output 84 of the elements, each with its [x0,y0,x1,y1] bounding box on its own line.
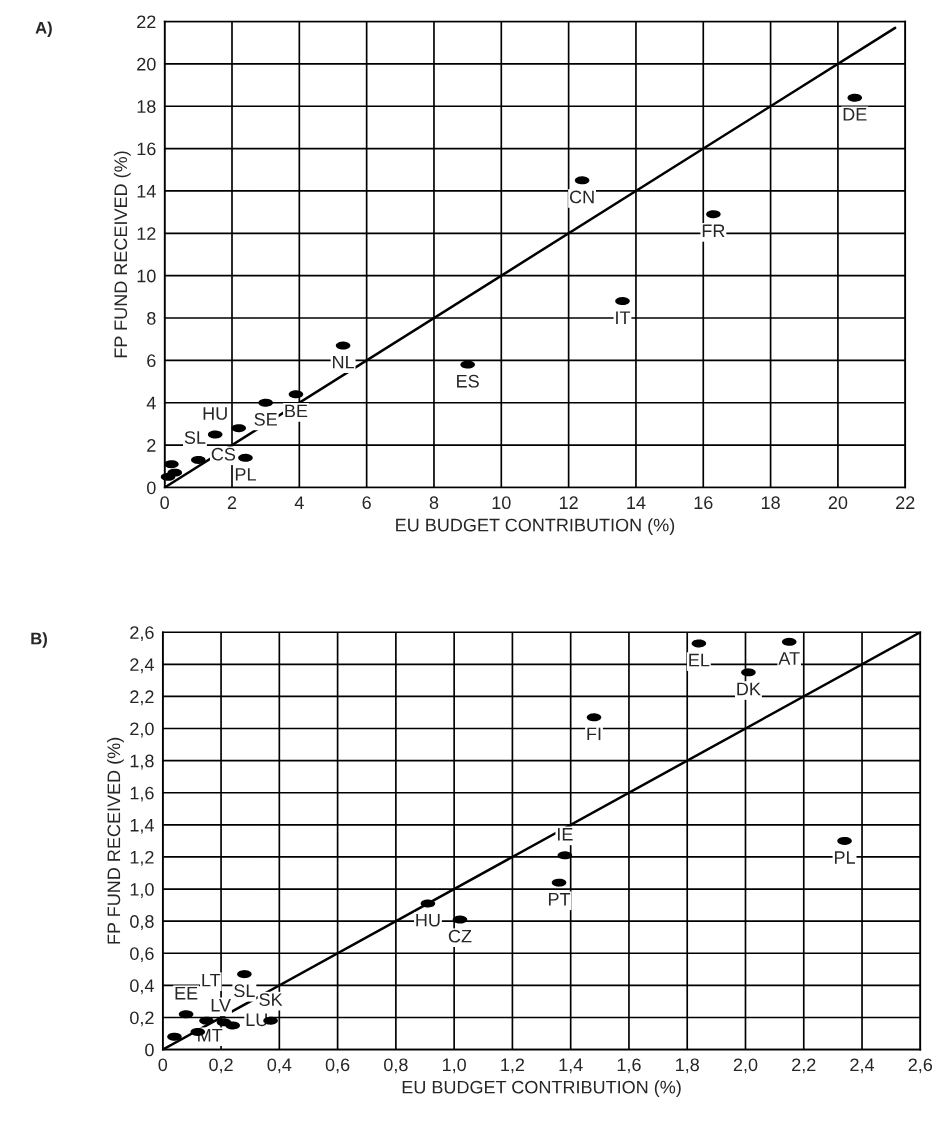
y-tick-label: 0,6 [130,947,154,963]
annotation: FR [702,224,725,238]
y-tick-label: 20 [137,57,156,71]
x-tick-label: 2,6 [908,1058,933,1074]
annotation: SK [259,993,283,1006]
x-tick-label: 2,2 [792,1058,816,1074]
x-tick-label: 4 [294,496,304,509]
annotation: SL [234,984,255,998]
y-tick-label: 0,2 [130,1011,154,1027]
x-tick-label: 0,8 [384,1058,408,1074]
x-tick-label: 1,4 [559,1058,583,1074]
annotation: LV [211,999,231,1012]
x-tick-label: 1,0 [442,1058,466,1074]
annotation: PT [548,893,571,906]
annotation: EE [175,986,198,1000]
y-tick-label: 22 [137,15,156,29]
annotation: EL [689,653,710,667]
y-tick-label: 0,8 [130,915,154,931]
y-tick-label: 6 [147,354,156,368]
y-tick-label: 18 [137,100,156,113]
annotation: IE [557,828,573,841]
annotation: DE [843,108,867,121]
x-tick-label: 14 [627,496,646,509]
annotation: PL [235,468,256,481]
annotation: BE [285,404,308,418]
annotation: CZ [448,929,472,943]
annotation: AT [778,652,800,665]
annotation: LT [202,973,221,987]
x-axis-title: EU BUDGET CONTRIBUTION (%) [402,1080,681,1098]
text: B) [31,632,47,648]
annotation: NL [333,355,355,369]
x-tick-label: 1,8 [676,1058,699,1074]
x-tick-label: 16 [694,496,713,510]
annotation: ES [457,374,479,388]
x-tick-label: 6 [362,496,371,510]
x-tick-label: 1,2 [501,1058,525,1074]
x-tick-label: 12 [559,496,578,509]
y-tick-label: 1,2 [130,850,154,866]
y-tick-label: 1,0 [130,882,154,898]
x-tick-label: 0 [158,1058,168,1072]
y-tick-label: 1,8 [130,754,154,770]
x-tick-label: 8 [429,496,439,510]
y-tick-label: 1,6 [130,786,154,802]
annotation: CN [569,190,594,204]
x-tick-label: 0 [160,496,169,510]
y-tick-label: 0 [145,1043,154,1057]
x-tick-label: 10 [492,496,511,510]
x-tick-label: 0,4 [267,1058,292,1074]
annotation: HU [416,913,440,927]
x-tick-label: 20 [828,496,848,510]
annotation: SE [254,412,277,426]
y-axis-title: FP FUND RECEIVED (%) [113,151,131,358]
y-tick-label: 0,4 [130,979,154,995]
annotation: SL [184,431,206,444]
text: A) [35,21,52,38]
annotation: IT [616,311,631,324]
annotation: CS [211,447,236,461]
y-tick-label: 14 [137,185,156,198]
y-tick-label: 2 [147,439,156,452]
x-tick-label: 1,6 [617,1058,641,1074]
x-axis-title: EU BUDGET CONTRIBUTION (%) [396,518,675,535]
y-tick-label: 8 [147,311,156,325]
x-tick-label: 2,4 [850,1058,875,1074]
y-tick-label: 2,0 [130,722,154,738]
y-tick-label: 2,2 [130,690,154,706]
y-tick-label: 12 [137,227,156,240]
x-tick-label: 2 [227,496,237,509]
y-tick-label: 0 [147,481,156,495]
y-tick-label: 1,4 [130,818,154,834]
annotation: HU [203,407,227,420]
x-tick-label: 0,2 [209,1058,233,1074]
y-tick-label: 2,6 [130,626,154,642]
annotation: FI [587,727,601,741]
x-tick-label: 18 [761,496,780,510]
y-tick-label: 4 [146,396,156,410]
x-tick-label: 2,0 [733,1058,758,1074]
y-tick-label: 2,4 [130,658,154,674]
y-axis-title: FP FUND RECEIVED (%) [106,737,124,944]
x-tick-label: 0,6 [325,1058,350,1074]
x-tick-label: 22 [896,496,915,509]
annotation: PL [834,851,855,864]
annotation: DK [737,682,761,696]
y-tick-label: 16 [137,142,156,156]
y-tick-label: 10 [137,269,156,283]
